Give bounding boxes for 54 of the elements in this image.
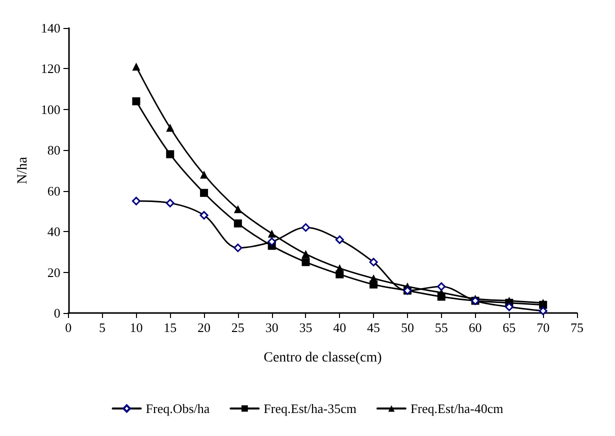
x-tick-label: 60 [468,320,482,335]
x-tick-label: 10 [130,320,143,335]
x-tick-label: 65 [502,320,516,335]
y-tick-label: 140 [40,20,60,36]
point [335,235,344,244]
point [234,205,242,214]
point [166,198,174,208]
point [538,306,548,316]
x-tick-label: 20 [198,320,211,335]
x-tick-label: 25 [231,320,244,335]
y-tick-label: 60 [47,183,60,198]
y-tick-label: 80 [47,142,60,158]
x-tick-label: 75 [570,320,584,335]
y-tick-label: 40 [47,224,60,240]
legend-label: Freq.Obs/ha [146,401,210,416]
point [132,62,140,71]
point [302,258,310,266]
x-tick-label: 35 [299,320,312,335]
point [200,188,208,197]
x-axis-title: Centro de classe(cm) [264,350,382,366]
point [504,302,514,312]
y-axis-title: N/ha [16,156,30,184]
y-tick-label: 120 [40,61,60,76]
point [301,223,310,232]
point [268,238,276,246]
x-tick-label: 5 [99,320,106,335]
point [234,219,242,228]
x-tick-label: 45 [367,320,380,335]
y-tick-label: 0 [54,306,60,320]
point [200,211,208,220]
x-tick-label: 70 [536,320,550,335]
y-tick-label: 20 [47,264,60,280]
point [369,258,378,266]
x-tick-label: 50 [400,320,414,335]
point [302,250,310,258]
point [336,270,344,278]
point [370,280,378,288]
legend-label: Freq.Est/ha-40cm [410,401,504,416]
x-tick-label: 30 [265,320,278,335]
point [166,124,174,132]
point [132,196,140,206]
x-tick-label: 0 [65,320,72,335]
x-tick-label: 15 [164,320,177,335]
y-tick-label: 100 [40,102,60,117]
point [437,282,446,291]
point [437,292,446,301]
point [166,150,174,158]
legend-label: Freq.Est/ha-35cm [264,401,356,416]
x-tick-label: 40 [333,320,346,335]
point [200,170,208,179]
point [132,97,140,106]
x-tick-label: 55 [434,320,448,335]
point [234,244,242,252]
point [268,230,276,238]
